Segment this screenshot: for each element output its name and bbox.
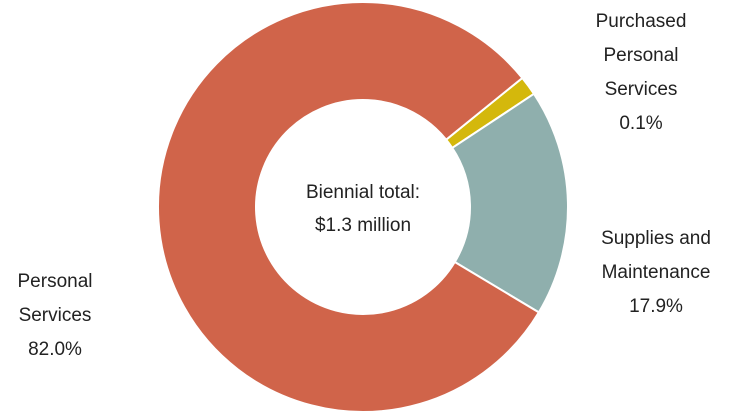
donut-slices: [157, 1, 569, 413]
slice-label-supplies-line-1: Supplies and: [601, 228, 711, 249]
donut-slice-personal-services: [157, 1, 541, 413]
center-label-line-1: Biennial total:: [306, 182, 420, 203]
slice-percent-personal: 82.0%: [28, 339, 82, 360]
slice-percent-supplies: 17.9%: [629, 296, 683, 317]
slice-percent-purchased: 0.1%: [619, 113, 662, 134]
slice-label-purchased-line-1: Purchased: [596, 11, 687, 32]
donut-slice-supplies-and-maintenance: [450, 92, 569, 314]
slice-label-purchased-line-3: Services: [605, 79, 678, 100]
center-label-line-2: $1.3 million: [315, 215, 411, 236]
slice-label-supplies-line-2: Maintenance: [602, 262, 711, 283]
slice-label-personal-line-2: Services: [19, 305, 92, 326]
slice-label-personal-line-1: Personal: [18, 271, 93, 292]
slice-label-purchased-line-2: Personal: [604, 45, 679, 66]
